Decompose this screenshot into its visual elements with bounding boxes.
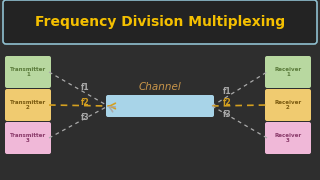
FancyBboxPatch shape <box>265 89 311 121</box>
FancyBboxPatch shape <box>106 95 214 117</box>
Text: f2: f2 <box>81 98 90 107</box>
FancyBboxPatch shape <box>265 56 311 88</box>
Text: Receiver
1: Receiver 1 <box>275 67 301 77</box>
FancyBboxPatch shape <box>5 89 51 121</box>
Text: f2: f2 <box>223 98 232 107</box>
Text: f3: f3 <box>81 113 90 122</box>
Text: Frequency Division Multiplexing: Frequency Division Multiplexing <box>35 15 285 29</box>
Text: Transmitter
1: Transmitter 1 <box>10 67 46 77</box>
Text: Transmitter
2: Transmitter 2 <box>10 100 46 110</box>
FancyBboxPatch shape <box>265 122 311 154</box>
Text: f1: f1 <box>81 83 90 92</box>
Text: f3: f3 <box>223 110 232 119</box>
Text: f1: f1 <box>223 87 232 96</box>
Text: Receiver
2: Receiver 2 <box>275 100 301 110</box>
Text: Receiver
3: Receiver 3 <box>275 133 301 143</box>
Text: Channel: Channel <box>139 82 181 92</box>
FancyBboxPatch shape <box>5 122 51 154</box>
FancyBboxPatch shape <box>3 0 317 44</box>
FancyBboxPatch shape <box>5 56 51 88</box>
Text: Transmitter
3: Transmitter 3 <box>10 133 46 143</box>
